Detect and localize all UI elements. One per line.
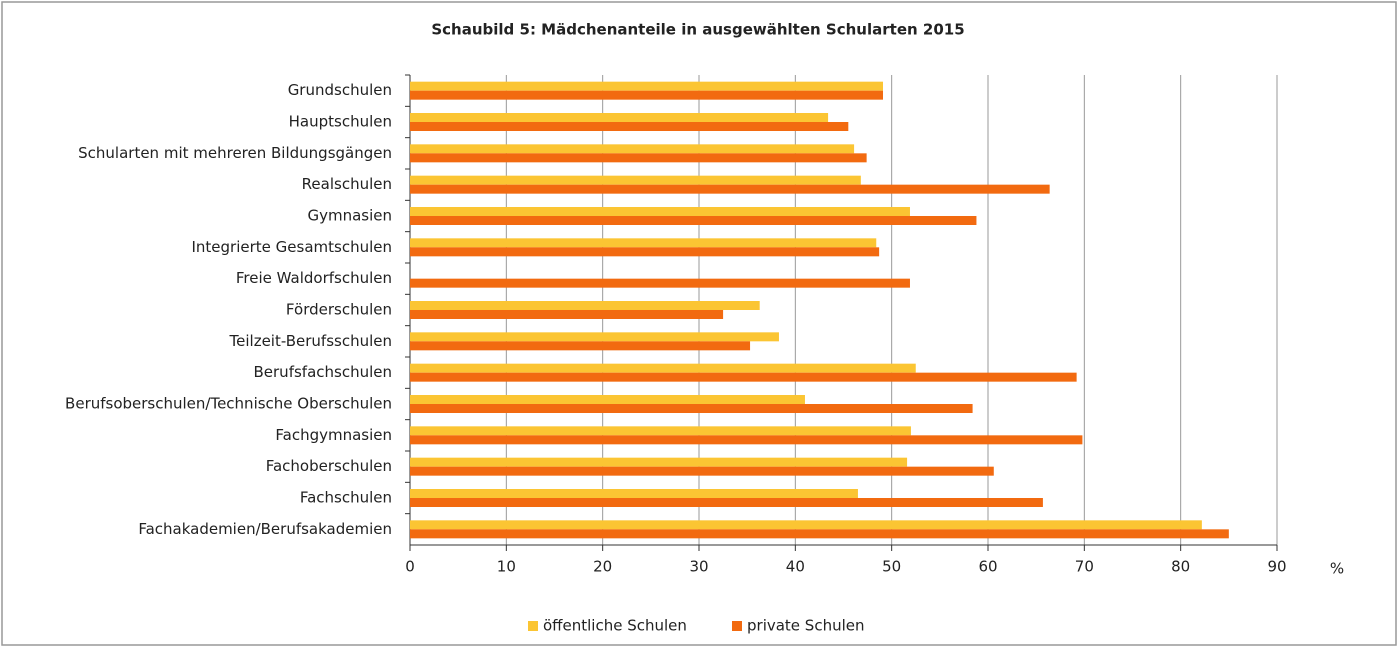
bar xyxy=(410,216,977,225)
y-tick-label: Fachakademien/Berufsakademien xyxy=(138,520,392,538)
y-tick-label: Fachoberschulen xyxy=(266,457,392,475)
bar xyxy=(410,238,877,248)
legend-label: öffentliche Schulen xyxy=(543,617,687,635)
y-tick-label: Grundschulen xyxy=(288,81,392,99)
bar xyxy=(410,457,908,467)
y-tick-label: Fachgymnasien xyxy=(275,426,392,444)
bar xyxy=(410,278,910,288)
y-tick-label: Integrierte Gesamtschulen xyxy=(191,238,392,256)
y-tick-label: Freie Waldorfschulen xyxy=(236,269,392,287)
x-tick-label: 90 xyxy=(1267,558,1286,576)
bar xyxy=(410,144,855,154)
x-tick-label: 0 xyxy=(405,558,415,576)
bar xyxy=(410,435,1083,445)
bar xyxy=(410,341,751,351)
y-tick-label: Hauptschulen xyxy=(289,113,392,131)
y-tick-label: Realschulen xyxy=(302,175,392,193)
bar xyxy=(410,489,858,498)
bar xyxy=(410,520,1202,530)
x-tick-label: 40 xyxy=(786,558,805,576)
y-tick-label: Schularten mit mehreren Bildungsgängen xyxy=(78,144,392,162)
x-tick-label: 30 xyxy=(689,558,708,576)
bar xyxy=(410,466,994,476)
bar xyxy=(410,301,760,310)
y-tick-label: Berufsfachschulen xyxy=(254,363,393,381)
bar xyxy=(410,175,861,185)
bar xyxy=(410,207,910,216)
x-tick-label: 20 xyxy=(593,558,612,576)
chart-title: Schaubild 5: Mädchenanteile in ausgewähl… xyxy=(431,21,964,39)
bar xyxy=(410,404,973,413)
bar xyxy=(410,122,849,131)
y-tick-label: Berufsoberschulen/Technische Oberschulen xyxy=(65,395,392,413)
legend-swatch xyxy=(528,621,538,631)
x-tick-label: 10 xyxy=(497,558,516,576)
bar xyxy=(410,332,779,342)
bar xyxy=(410,426,911,436)
x-tick-label: 60 xyxy=(978,558,997,576)
x-tick-label: 70 xyxy=(1075,558,1094,576)
bar xyxy=(410,498,1043,507)
bar xyxy=(410,90,883,100)
y-tick-label: Förderschulen xyxy=(286,301,392,319)
y-tick-label: Fachschulen xyxy=(300,489,392,507)
y-tick-label: Teilzeit-Berufsschulen xyxy=(229,332,392,350)
x-tick-label: 50 xyxy=(882,558,901,576)
legend-label: private Schulen xyxy=(747,617,865,635)
x-axis-label: % xyxy=(1330,560,1344,578)
bar xyxy=(410,310,724,319)
bar xyxy=(410,113,829,122)
bar xyxy=(410,81,883,91)
bar xyxy=(410,247,880,257)
bar xyxy=(410,372,1077,382)
bar xyxy=(410,184,1050,194)
bar xyxy=(410,363,916,373)
bar xyxy=(410,153,867,163)
bar xyxy=(410,395,805,404)
bar xyxy=(410,529,1229,539)
y-tick-label: Gymnasien xyxy=(307,207,392,225)
x-tick-label: 80 xyxy=(1171,558,1190,576)
legend-swatch xyxy=(732,621,742,631)
